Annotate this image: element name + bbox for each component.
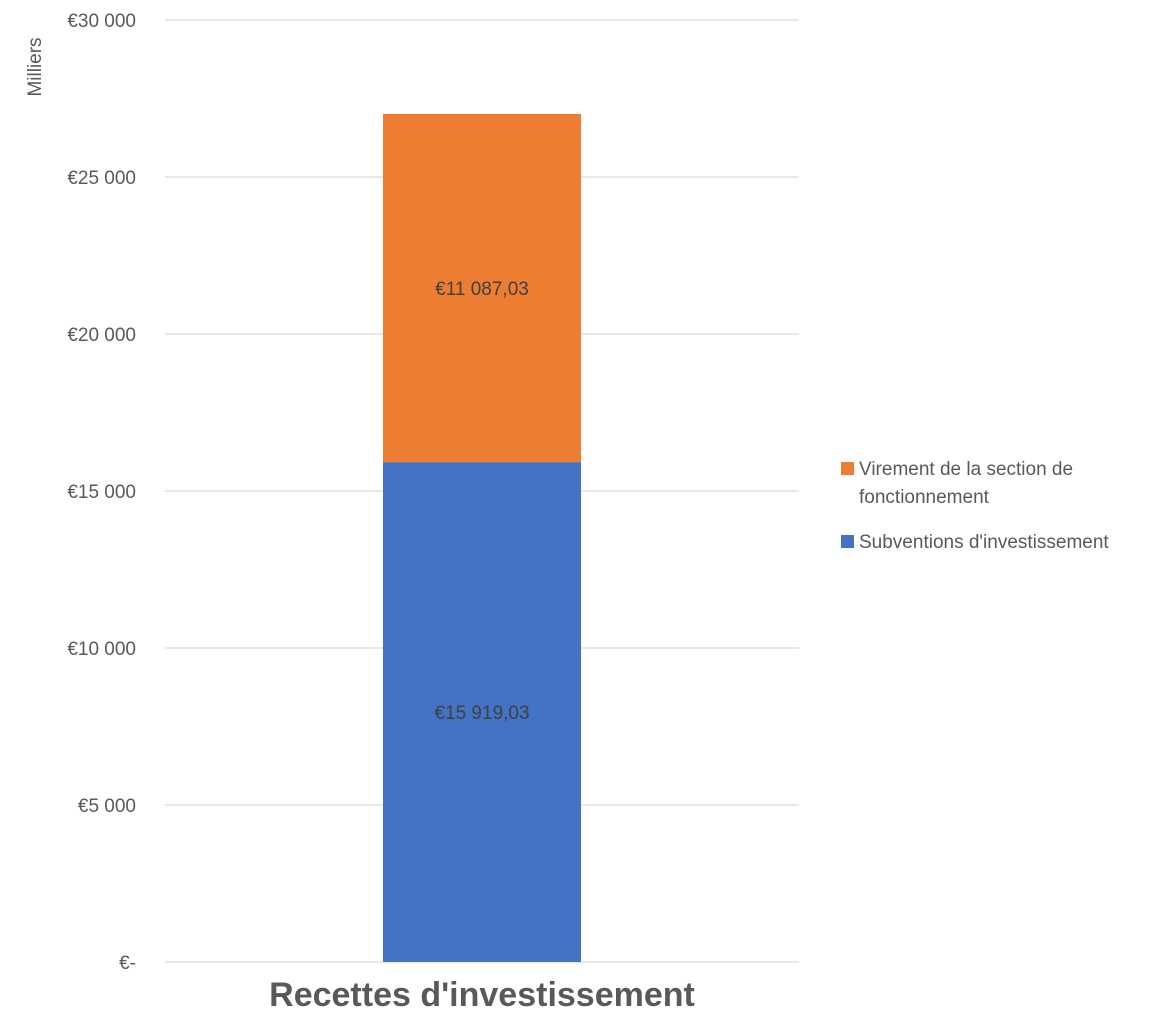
- y-tick-label: €10 000: [67, 639, 136, 660]
- legend[interactable]: Virement de la section de fonctionnement S…: [841, 459, 1109, 553]
- y-tick-label: €30 000: [67, 11, 136, 32]
- legend-label: fonctionnement: [859, 487, 990, 508]
- data-label: €15 919,03: [434, 703, 529, 724]
- bar-segment: [383, 114, 581, 463]
- bar-segment: [383, 462, 581, 962]
- bar-segments: [383, 114, 581, 962]
- data-labels: €15 919,03 €11 087,03: [434, 279, 529, 724]
- y-tick-label: €20 000: [67, 325, 136, 346]
- legend-item[interactable]: Virement de la section de fonctionnement: [841, 459, 1073, 508]
- y-tick-label: €5 000: [78, 796, 136, 817]
- legend-item[interactable]: Subventions d'investissement: [841, 532, 1109, 553]
- data-label: €11 087,03: [435, 279, 529, 300]
- y-axis-unit-label: Milliers: [25, 37, 46, 96]
- y-tick-label: €-: [119, 953, 136, 974]
- legend-swatch: [841, 462, 854, 475]
- legend-label: Subventions d'investissement: [859, 532, 1109, 553]
- y-tick-label: €15 000: [67, 482, 136, 503]
- legend-swatch: [841, 535, 854, 548]
- legend-label: Virement de la section de: [859, 459, 1073, 480]
- y-tick-label: €25 000: [67, 168, 136, 189]
- y-axis-ticks: €- €5 000 €10 000 €15 000 €20 000 €25 000 €30 …: [67, 11, 136, 974]
- category-label: Recettes d'investissement: [269, 976, 695, 1014]
